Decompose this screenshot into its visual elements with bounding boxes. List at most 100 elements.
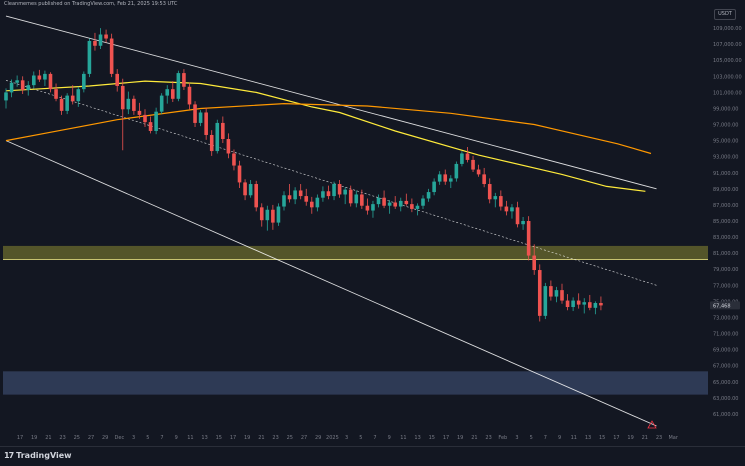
x-tick-label: 27: [88, 435, 94, 441]
x-tick-label: 17: [613, 435, 619, 441]
x-tick-label: 19: [627, 435, 633, 441]
x-tick-label: 23: [485, 435, 491, 441]
y-tick-label: 71,000.00: [713, 332, 738, 338]
candle-body: [148, 122, 153, 131]
candle-body: [576, 300, 581, 305]
y-tick-label: 77,000.00: [713, 283, 738, 289]
candle-body: [332, 184, 336, 197]
candle-body: [132, 98, 136, 111]
x-tick-label: 21: [642, 435, 648, 441]
candle-body: [70, 95, 75, 102]
candle-body: [209, 134, 214, 152]
candle-body: [104, 34, 108, 39]
resistance-zone: [3, 245, 708, 260]
x-tick-label: 27: [301, 435, 307, 441]
candle-body: [182, 73, 186, 87]
candle-body: [499, 196, 503, 207]
candle-body: [376, 197, 381, 205]
candle-body: [115, 73, 119, 86]
candle-body: [526, 221, 531, 256]
candle-body: [482, 174, 486, 185]
candle-body: [571, 300, 575, 308]
y-tick-label: 105,000.00: [713, 58, 742, 64]
channel-upper-line: [5, 15, 657, 190]
candle-body: [293, 190, 297, 200]
candle-body: [465, 153, 470, 160]
candle-body: [360, 194, 364, 206]
x-tick-label: 11: [571, 435, 577, 441]
y-tick-label: 103,000.00: [713, 74, 742, 80]
x-tick-label: 25: [74, 435, 80, 441]
y-tick-label: 91,000.00: [713, 171, 738, 177]
candle-body: [287, 195, 292, 200]
candle-body: [59, 98, 64, 111]
x-tick-label: 7: [373, 435, 376, 441]
currency-badge[interactable]: USDT: [714, 9, 736, 20]
x-tick-label: 9: [388, 435, 391, 441]
x-tick-label: 2025: [326, 435, 339, 441]
x-tick-label: 9: [558, 435, 561, 441]
x-tick-label: 13: [201, 435, 207, 441]
candle-body: [215, 122, 220, 152]
x-tick-label: 19: [457, 435, 463, 441]
candle-body: [471, 159, 475, 170]
candle-body: [421, 198, 425, 206]
x-tick-label: Feb: [498, 435, 507, 441]
candle-body: [432, 181, 436, 193]
tradingview-logo-icon: 17: [4, 451, 14, 460]
candle-body: [321, 191, 325, 198]
candle-body: [198, 112, 203, 123]
x-tick-label: 29: [315, 435, 321, 441]
y-tick-label: 73,000.00: [713, 315, 738, 321]
x-tick-label: 21: [258, 435, 264, 441]
channel-mid-line: [5, 80, 657, 286]
candle-body: [443, 174, 448, 182]
candle-body: [415, 205, 420, 209]
candle-body: [337, 184, 342, 195]
candle-body: [326, 191, 331, 197]
x-tick-label: 3: [515, 435, 518, 441]
candle-body: [271, 209, 275, 223]
candle-body: [237, 165, 242, 183]
candle-body: [43, 73, 47, 80]
candle-body: [37, 75, 42, 80]
candle-body: [20, 80, 25, 90]
candle-body: [159, 95, 164, 112]
candle-body: [265, 209, 270, 221]
x-tick-label: 15: [216, 435, 222, 441]
candle-body: [487, 184, 492, 200]
candle-body: [232, 153, 236, 166]
x-tick-label: Dec: [115, 435, 125, 441]
candle-body: [348, 189, 353, 204]
x-tick-label: 13: [585, 435, 591, 441]
candle-body: [32, 75, 36, 86]
candle-body: [154, 111, 158, 131]
candle-body: [126, 98, 131, 110]
candle-body: [343, 189, 347, 195]
tradingview-logo[interactable]: 17 TradingView: [4, 451, 72, 460]
x-tick-label: 7: [544, 435, 547, 441]
candle-body: [515, 207, 520, 225]
candle-body: [193, 104, 197, 123]
y-tick-label: 97,000.00: [713, 123, 738, 129]
channel-lower-line: [5, 140, 657, 427]
candle-body: [393, 202, 397, 207]
x-tick-label: 17: [443, 435, 449, 441]
candle-body: [426, 192, 431, 199]
candle-body: [254, 184, 258, 208]
y-tick-label: 89,000.00: [713, 187, 738, 193]
price-chart[interactable]: 109,000.00 107,000.00 105,000.00 103,000.00…: [0, 0, 745, 446]
candle-body: [93, 40, 97, 46]
x-tick-label: 11: [400, 435, 406, 441]
candle-body: [143, 114, 147, 123]
candle-body: [537, 270, 542, 316]
candle-body: [510, 207, 514, 212]
candle-body: [120, 85, 125, 110]
candle-body: [165, 89, 170, 96]
candle-body: [504, 206, 509, 212]
candle-body: [226, 139, 231, 154]
y-tick-label: 67,000.00: [713, 364, 738, 370]
x-tick-label: 5: [359, 435, 362, 441]
candle-body: [354, 194, 359, 204]
candle-body: [387, 202, 392, 206]
